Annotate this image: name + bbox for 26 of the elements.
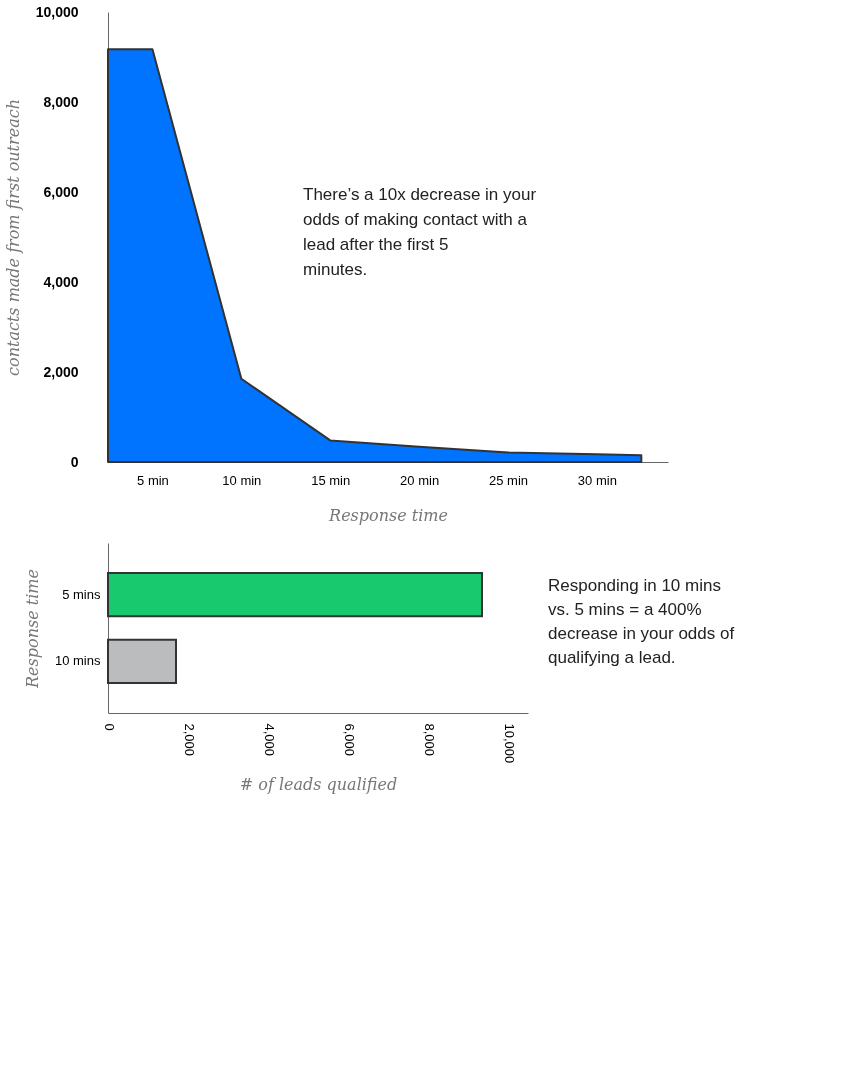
x-tick-label: 10 min: [222, 472, 262, 488]
x-axis-title: Response time: [328, 505, 448, 525]
x-tick-label: 20 min: [400, 472, 440, 488]
y-tick-label: 4,000: [43, 273, 79, 290]
y-tick-label: 10 mins: [54, 653, 101, 669]
x-tick-label: 5 min: [137, 472, 169, 488]
x-tick-label: 8,000: [421, 723, 437, 757]
x-tick-label: 30 min: [577, 472, 617, 488]
y-tick-label: 10,000: [35, 3, 79, 20]
text: Responding in 10 mins vs. 5 mins = a 400% decrease in your odds of qualifying a lead.: [548, 576, 735, 667]
x-tick-label: 10,000: [501, 723, 517, 764]
x-tick-label: 0: [101, 723, 117, 731]
y-tick-label: 0: [70, 453, 79, 470]
x-tick-label: 6,000: [341, 723, 357, 757]
y-axis-title: Response time: [22, 569, 42, 689]
x-tick-label: 4,000: [261, 723, 277, 757]
y-tick-label: 8,000: [43, 93, 79, 110]
x-tick-label: 2,000: [181, 723, 197, 757]
y-tick-label: 6,000: [43, 183, 79, 200]
x-tick-label: 25 min: [488, 472, 529, 488]
y-tick-label: 5 mins: [62, 586, 101, 602]
annotation: There’s a 10x decrease in your odds of making contact with a lead after the first 5 minutes.: [303, 185, 537, 279]
y-tick-label: 2,000: [43, 363, 79, 380]
x-axis-title: # of leads qualified: [239, 775, 398, 795]
x-tick-label: 15 min: [311, 472, 351, 488]
y-axis-title: contacts made from first outreach: [3, 99, 23, 376]
